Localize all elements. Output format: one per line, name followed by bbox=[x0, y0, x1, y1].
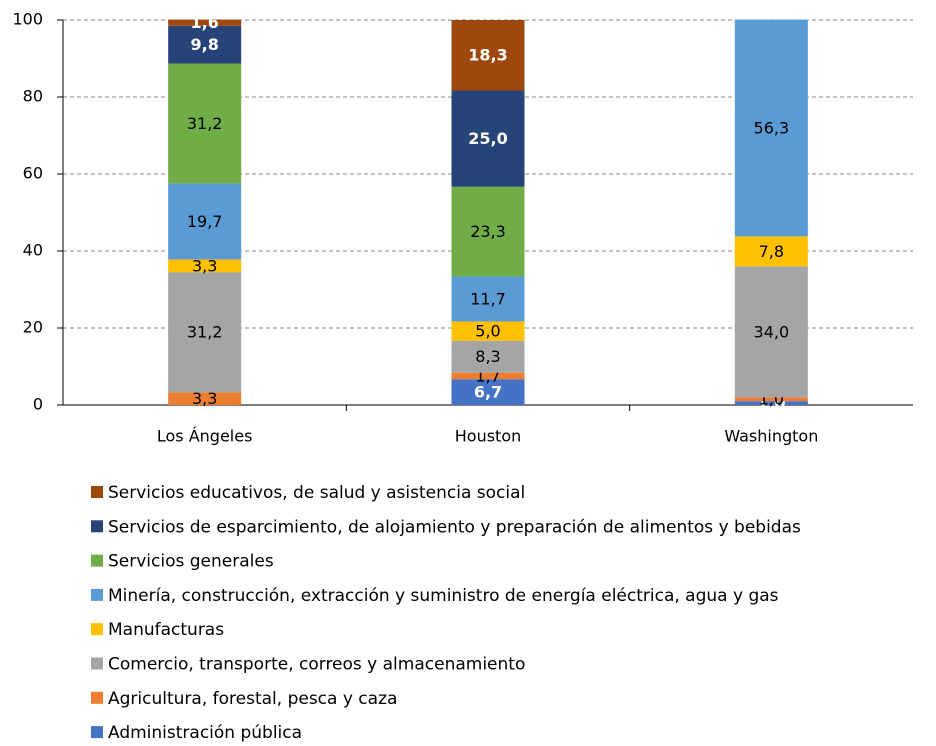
legend-label: Comercio, transporte, correos y almacena… bbox=[108, 655, 525, 675]
bar-segment bbox=[451, 90, 525, 187]
bar-segment bbox=[168, 25, 242, 64]
legend-swatch bbox=[91, 554, 103, 567]
bar-segment bbox=[451, 379, 525, 405]
data-label: 1,6 bbox=[190, 13, 218, 32]
data-label: 25,0 bbox=[468, 129, 507, 148]
legend-swatch bbox=[91, 486, 103, 498]
y-tick-label: 40 bbox=[23, 241, 43, 260]
data-label: 19,7 bbox=[187, 212, 223, 231]
data-label: 7,8 bbox=[759, 242, 784, 261]
x-tick-label: Los Ángeles bbox=[157, 427, 253, 446]
legend-label: Manufacturas bbox=[108, 620, 224, 640]
bar-segment bbox=[734, 19, 808, 237]
bar-segment bbox=[451, 276, 525, 322]
legend-label: Servicios educativos, de salud y asisten… bbox=[108, 483, 525, 503]
legend-swatch bbox=[91, 588, 103, 601]
legend-label: Servicios generales bbox=[108, 552, 274, 572]
bar-segment bbox=[168, 63, 242, 184]
data-label: 3,3 bbox=[192, 256, 217, 275]
data-label: 8,3 bbox=[475, 347, 500, 366]
y-tick-label: 20 bbox=[23, 318, 43, 337]
bar-segment bbox=[451, 372, 525, 380]
legend-swatch bbox=[91, 520, 103, 533]
y-tick-label: 0 bbox=[33, 395, 43, 414]
bar-segment bbox=[451, 186, 525, 277]
legend-label: Minería, construcción, extracción y sumi… bbox=[108, 586, 779, 606]
data-label: 3,3 bbox=[192, 389, 217, 408]
bar-segment bbox=[451, 20, 525, 91]
legend-swatch bbox=[91, 726, 103, 739]
legend-swatch bbox=[91, 623, 103, 636]
bar-segment bbox=[451, 321, 525, 341]
data-label: 31,2 bbox=[187, 114, 223, 133]
data-label: 23,3 bbox=[470, 222, 506, 241]
bar-segment bbox=[168, 259, 242, 273]
x-tick-label: Houston bbox=[455, 427, 522, 446]
legend-label: Servicios de esparcimiento, de alojamien… bbox=[108, 517, 801, 537]
data-label: 6,7 bbox=[474, 383, 502, 402]
x-tick-label: Washington bbox=[724, 427, 818, 446]
y-tick-label: 80 bbox=[23, 87, 43, 106]
data-label: 56,3 bbox=[754, 118, 790, 137]
legend-swatch bbox=[91, 691, 103, 704]
legend-label: Agricultura, forestal, pesca y caza bbox=[108, 689, 397, 709]
data-label: 31,2 bbox=[187, 323, 223, 342]
data-label: 5,0 bbox=[475, 322, 500, 341]
bar-segment bbox=[168, 392, 242, 405]
y-tick-label: 100 bbox=[12, 10, 43, 29]
bar-segment bbox=[734, 266, 808, 398]
data-label: 9,8 bbox=[190, 35, 218, 54]
bar-segment bbox=[734, 397, 808, 402]
data-label: 34,0 bbox=[754, 322, 790, 341]
bar-segment bbox=[734, 401, 808, 405]
bar-segment bbox=[168, 183, 242, 260]
bar-segment bbox=[168, 272, 242, 393]
bar-segment bbox=[451, 340, 525, 373]
legend-label: Administración pública bbox=[108, 723, 302, 743]
bar-segment bbox=[734, 236, 808, 267]
data-label: 11,7 bbox=[470, 289, 506, 308]
data-label: 18,3 bbox=[468, 46, 507, 65]
y-tick-label: 60 bbox=[23, 164, 43, 183]
bar-segment bbox=[168, 19, 242, 26]
legend-swatch bbox=[91, 657, 103, 670]
